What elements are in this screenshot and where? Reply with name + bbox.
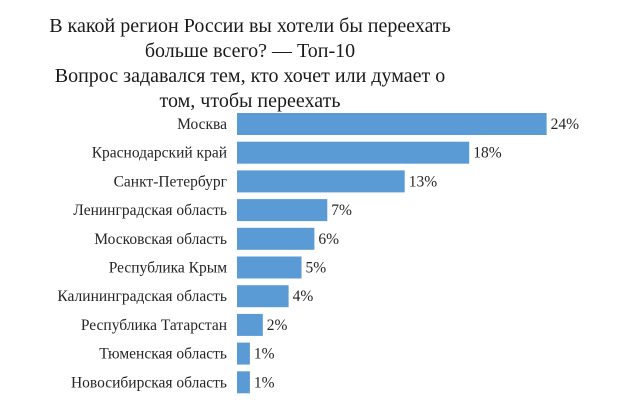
bar-4 [237, 199, 328, 222]
chart-title-line-1: В какой регион России вы хотели бы перее… [49, 15, 451, 37]
bar-9 [237, 342, 250, 365]
chart-title-line-3: Вопрос задавался тем, кто хочет или дума… [54, 65, 446, 87]
bar-8 [237, 313, 263, 336]
category-label-9: Тюменская область [99, 346, 227, 363]
bar-2 [237, 141, 470, 164]
value-label-1: 24% [551, 116, 580, 133]
category-label-8: Республика Татарстан [81, 317, 227, 334]
category-label-6: Республика Крым [109, 260, 227, 277]
value-label-5: 6% [318, 231, 339, 248]
chart-title-line-4: том, чтобы переехать [159, 90, 341, 112]
bar-3 [237, 170, 405, 193]
value-label-2: 18% [473, 145, 502, 162]
value-label-8: 2% [267, 317, 288, 334]
category-label-4: Ленинградская область [73, 202, 227, 219]
value-label-3: 13% [409, 173, 438, 190]
category-label-7: Калининградская область [57, 288, 227, 305]
bar-6 [237, 256, 302, 279]
value-label-7: 4% [293, 288, 314, 305]
value-label-10: 1% [254, 374, 275, 391]
chart-title: В какой регион России вы хотели бы перее… [0, 14, 500, 114]
category-label-1: Москва [177, 116, 227, 133]
bar-5 [237, 227, 315, 250]
category-label-5: Московская область [94, 231, 227, 248]
category-label-3: Санкт-Петербург [114, 173, 227, 190]
bar-7 [237, 285, 289, 308]
bar-10 [237, 371, 250, 394]
bar-1 [237, 113, 547, 135]
value-label-6: 5% [306, 260, 327, 277]
chart-title-line-2: больше всего? — Топ-10 [144, 40, 356, 62]
value-label-9: 1% [254, 346, 275, 363]
category-label-10: Новосибирская область [71, 374, 227, 391]
category-label-2: Краснодарский край [92, 145, 227, 162]
value-label-4: 7% [331, 202, 352, 219]
